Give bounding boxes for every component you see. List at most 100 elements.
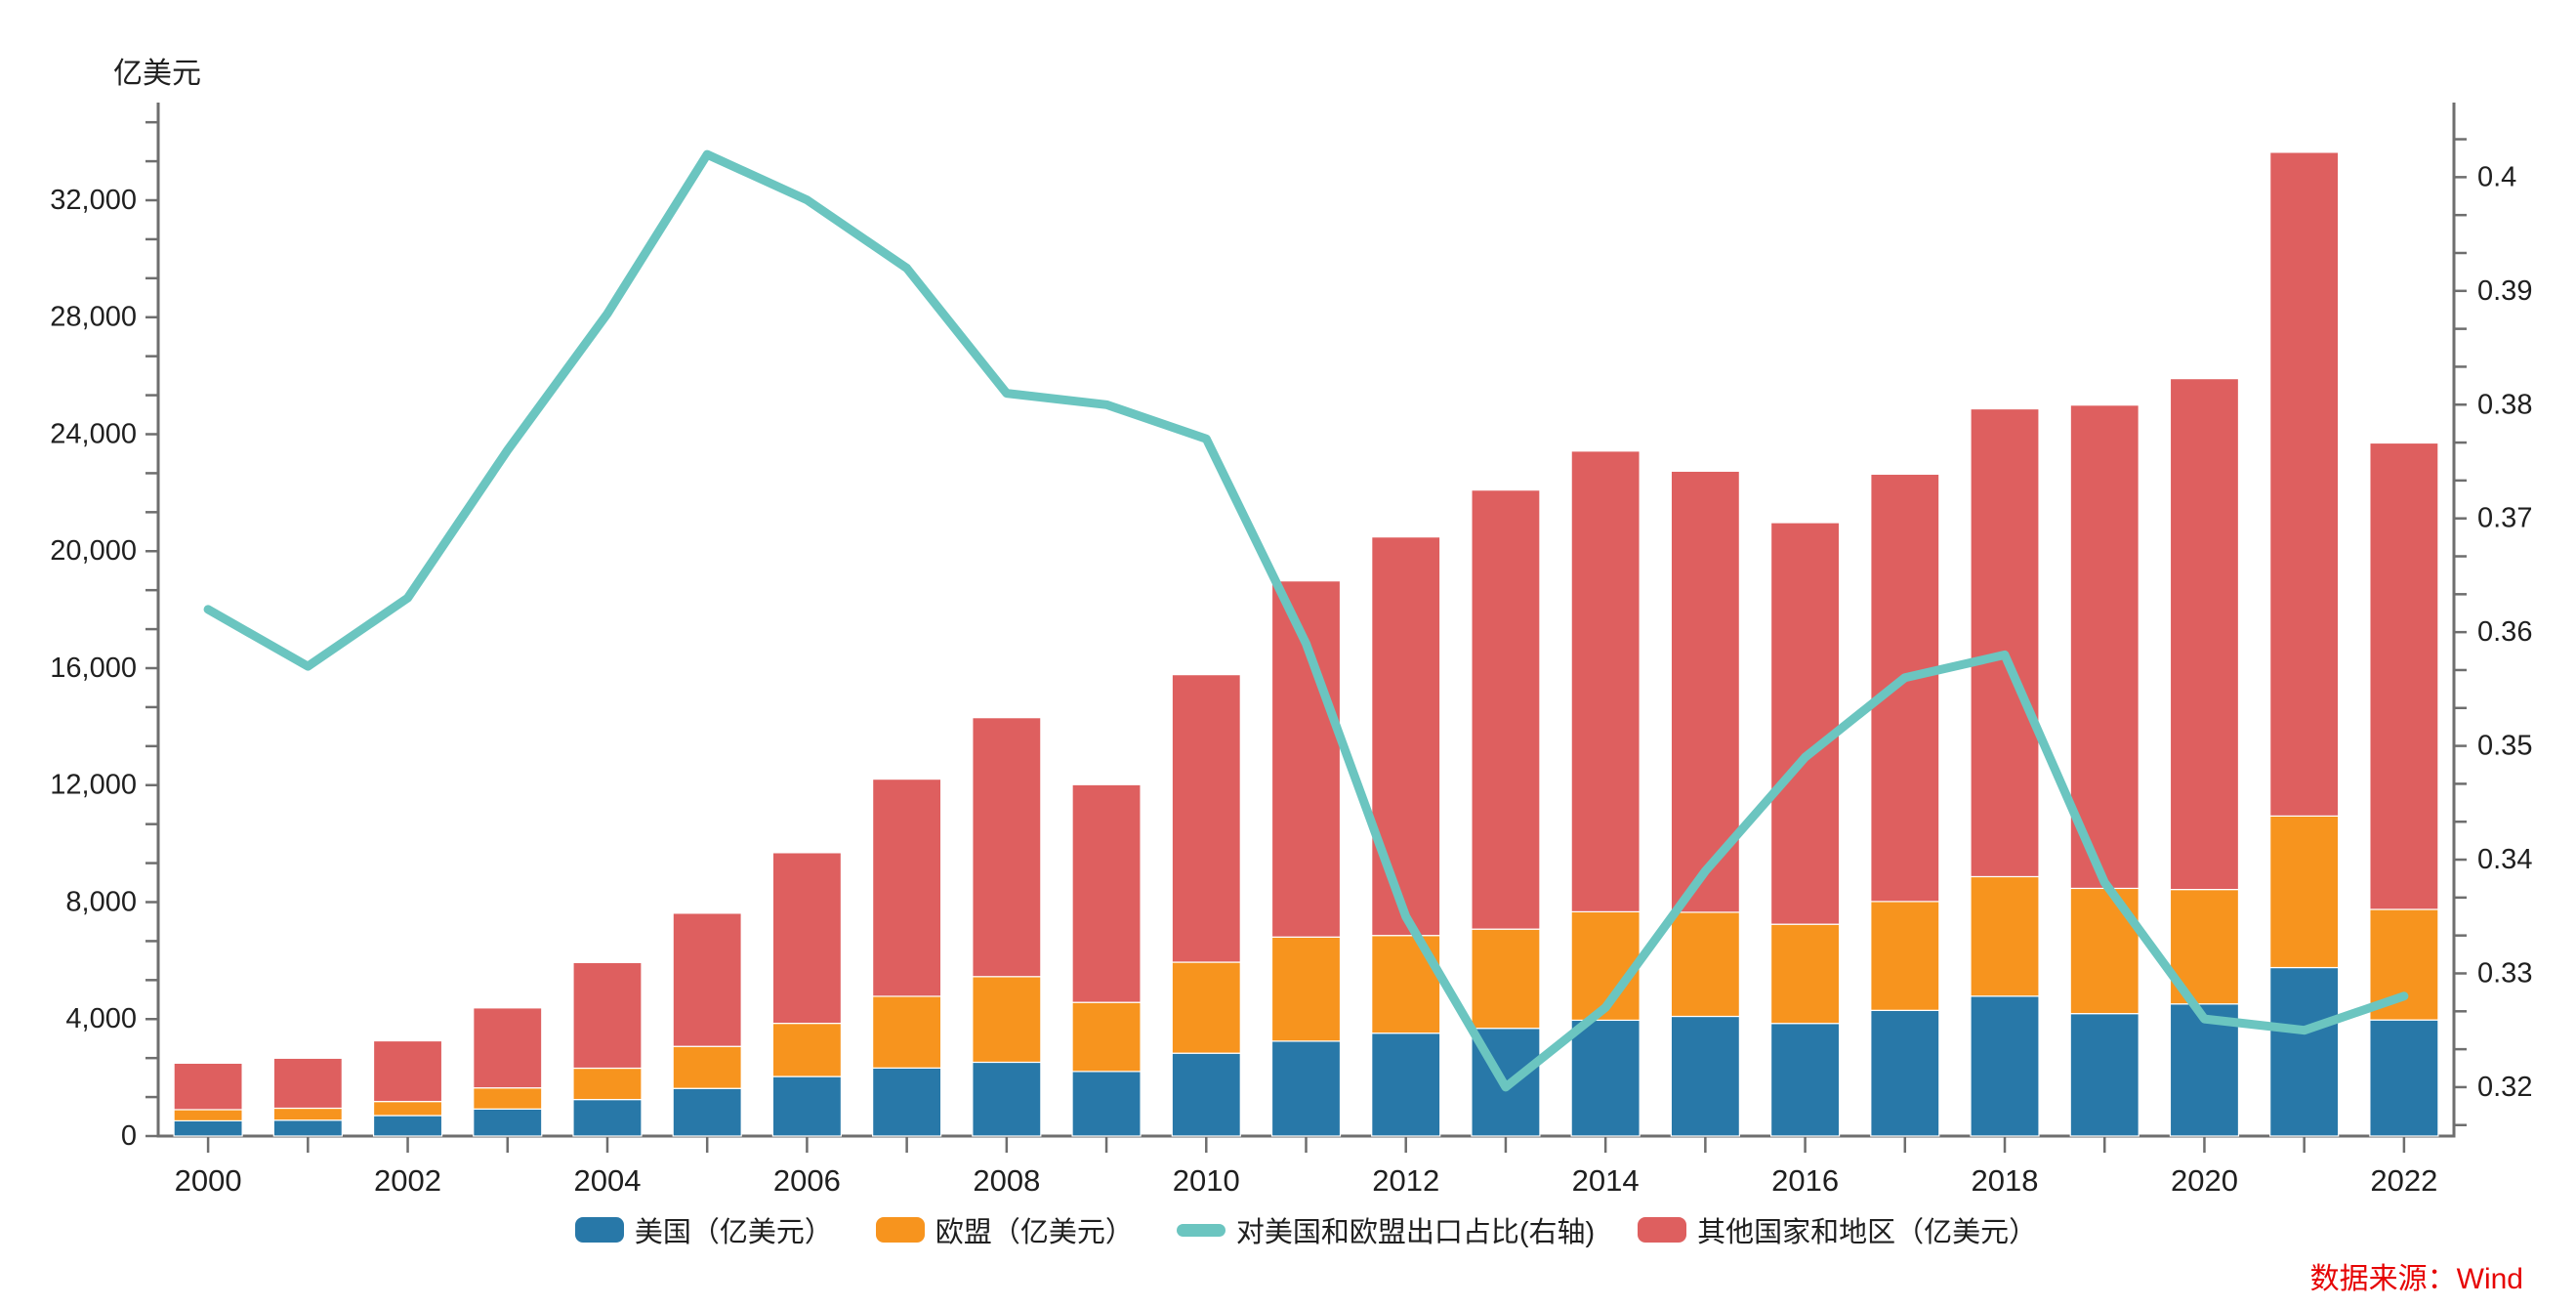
bar-segment-2000-eu [173,1109,243,1122]
data-source-note: 数据来源：Wind [2309,1263,2523,1295]
share-line [203,149,2409,1092]
bar-segment-2008-other [972,717,1042,978]
bar-segment-2006-eu [771,1022,843,1077]
bar-segment-2018-other [1970,407,2040,878]
right-axis-tick-label: 0.37 [2477,503,2532,534]
bar-segment-2016-eu [1769,923,1841,1025]
bar-segment-2001-us [272,1119,343,1137]
x-axis-tick-label-2008: 2008 [973,1163,1040,1198]
legend-label-other: 其他国家和地区（亿美元） [1697,1217,2038,1248]
left-axis-tick-label: 12,000 [50,770,137,801]
bar-segment-2014-other [1570,450,1641,913]
left-axis-unit-label: 亿美元 [113,58,201,90]
bar-segment-2012-us [1371,1033,1441,1137]
x-axis-tick-label-2022: 2022 [2370,1163,2437,1198]
bar-segment-2008-us [972,1061,1042,1137]
bar-segment-2010-other [1171,674,1241,963]
legend-label-us: 美国（亿美元） [634,1217,833,1248]
left-axis-tick-label: 28,000 [50,302,137,333]
legend-item-other[interactable]: 其他国家和地区（亿美元） [1638,1209,2037,1250]
bar-segment-2006-us [771,1075,843,1137]
left-axis-ticks: 0 4,000 8,000 12,000 16,000 20,000 24,000 28,00… [50,120,158,1152]
left-axis-tick-label: 32,000 [50,185,137,216]
bar-segment-2005-us [672,1087,742,1137]
bar-segment-2007-other [872,779,942,997]
bar-segment-2021-eu [2269,815,2340,969]
legend-item-us[interactable]: 美国（亿美元） [574,1209,833,1250]
bar-segment-2000-other [173,1062,243,1111]
legend-swatch-eu-icon [875,1217,925,1243]
bar-segment-2017-eu [1870,901,1940,1011]
right-axis-tick-label: 0.33 [2477,957,2532,989]
legend: 美国（亿美元） 欧盟（亿美元） 对美国和欧盟出口占比(右轴) 其他国家和地区（亿美元） [158,1209,2454,1250]
right-axis-tick-label: 0.4 [2477,161,2516,192]
x-axis-tick-label-2016: 2016 [1771,1163,1839,1198]
bar-segment-2003-us [473,1108,543,1137]
bar-segment-2016-other [1769,522,1841,925]
bar-segment-2013-eu [1471,928,1541,1030]
right-axis-tick-label: 0.36 [2477,616,2532,648]
x-axis-tick-label-2006: 2006 [773,1163,841,1198]
legend-item-eu[interactable]: 欧盟（亿美元） [875,1209,1134,1250]
bar-segment-2021-us [2269,966,2340,1137]
bar-segment-2022-us [2369,1019,2439,1137]
bar-segment-2021-other [2269,151,2340,817]
legend-swatch-line-icon [1176,1223,1226,1237]
bar-segment-2011-eu [1270,936,1342,1042]
bar-segment-2017-us [1870,1009,1940,1137]
bar-segment-2005-other [672,912,742,1047]
bar-segment-2000-us [173,1119,243,1137]
x-axis-tick-label-2018: 2018 [1972,1163,2039,1198]
bar-segment-2006-other [771,852,843,1025]
bar-segment-2009-us [1071,1071,1142,1137]
x-axis-ticks: 2000 2002 2004 2006 2008 2010 2012 2014 2016 2018… [175,1136,2437,1198]
x-axis-tick-label-2002: 2002 [374,1163,441,1198]
bar-segment-2005-eu [672,1045,742,1089]
right-axis-tick-label: 0.38 [2477,389,2532,420]
left-axis-tick-label: 24,000 [50,418,137,449]
bar-segment-2009-other [1071,783,1142,1003]
bar-segment-2015-us [1670,1015,1740,1137]
bar-segment-2017-other [1870,473,1940,903]
right-axis-ticks: 0.32 0.33 0.34 0.35 0.36 0.37 0.38 0.39 0.4 [2454,138,2532,1126]
x-axis-tick-label-2010: 2010 [1173,1163,1240,1198]
right-axis-tick-label: 0.34 [2477,844,2532,875]
x-axis-tick-label-2014: 2014 [1572,1163,1640,1198]
bar-segment-2008-eu [972,976,1042,1064]
bar-segment-2003-eu [473,1087,543,1110]
left-axis-tick-label: 0 [121,1120,137,1152]
bar-segment-2001-eu [272,1107,343,1121]
right-axis-tick-label: 0.39 [2477,275,2532,307]
left-axis-tick-label: 20,000 [50,535,137,567]
bar-segment-2007-us [872,1067,942,1137]
bar-segment-2013-other [1471,489,1541,930]
legend-label-line: 对美国和欧盟出口占比(右轴) [1235,1217,1596,1248]
legend-item-line[interactable]: 对美国和欧盟出口占比(右轴) [1176,1209,1596,1250]
bar-segment-2019-eu [2069,887,2140,1015]
legend-swatch-us-icon [574,1217,624,1243]
bar-segment-2019-other [2069,404,2140,890]
bar-segment-2018-us [1970,995,2040,1137]
bar-segment-2019-us [2069,1013,2140,1137]
x-axis-tick-label-2020: 2020 [2171,1163,2238,1198]
bar-segment-2010-us [1171,1052,1241,1137]
legend-swatch-other-icon [1638,1217,1687,1243]
bar-segment-2010-eu [1171,961,1241,1054]
bar-segment-2007-eu [872,995,942,1069]
left-axis-tick-label: 8,000 [65,886,137,917]
bar-segment-2004-other [572,961,643,1070]
x-axis-tick-label-2000: 2000 [175,1163,242,1198]
bar-segment-2014-us [1570,1019,1641,1137]
bar-segment-2022-other [2369,442,2439,910]
bar-segment-2004-us [572,1099,643,1137]
bar-segment-2018-eu [1970,875,2040,997]
legend-label-eu: 欧盟（亿美元） [935,1217,1134,1248]
bar-segment-2002-other [372,1039,443,1103]
bar-segment-2012-other [1371,536,1441,937]
right-axis-tick-label: 0.32 [2477,1072,2532,1103]
bar-segment-2002-us [372,1115,443,1137]
stacked-bars [173,151,2439,1137]
x-axis-tick-label-2012: 2012 [1372,1163,1439,1198]
